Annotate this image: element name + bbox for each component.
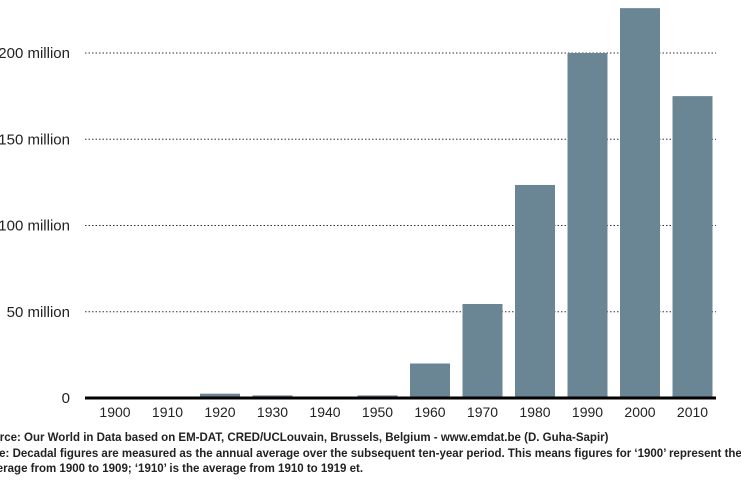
bar-2000 [620, 8, 660, 399]
bar-1990 [567, 53, 608, 398]
x-tick-label: 1940 [309, 404, 340, 420]
bar-2010 [672, 96, 713, 398]
x-tick-label: 1950 [362, 404, 393, 420]
source-text: Source: Our World in Data based on EM-DA… [0, 432, 609, 444]
x-tick-label: 1970 [467, 404, 498, 420]
x-tick-label: 2000 [624, 404, 655, 420]
bar-1970 [462, 303, 503, 398]
x-tick-label: 1930 [257, 404, 288, 420]
x-tick-label: 1910 [152, 404, 183, 420]
y-tick-label: 50 million [7, 304, 70, 321]
y-tick-label: 200 million [0, 45, 70, 62]
bar-1920 [200, 393, 240, 398]
x-tick-label: 1900 [99, 404, 130, 420]
note-text-line-1: Note: Decadal figures are measured as th… [0, 448, 741, 460]
x-tick-label: 1980 [519, 404, 550, 420]
x-tick-label: 1960 [414, 404, 445, 420]
x-tick-label: 1990 [572, 404, 603, 420]
y-tick-label: 150 million [0, 131, 70, 148]
bar-1980 [515, 184, 555, 398]
bar-1960 [410, 363, 450, 398]
note-text-line-2: average from 1900 to 1909; ‘1910’ is the… [0, 463, 364, 475]
x-tick-label: 1920 [204, 404, 235, 420]
y-tick-label: 0 [62, 390, 70, 407]
y-tick-label: 100 million [0, 218, 70, 235]
x-tick-label: 2010 [677, 404, 708, 420]
